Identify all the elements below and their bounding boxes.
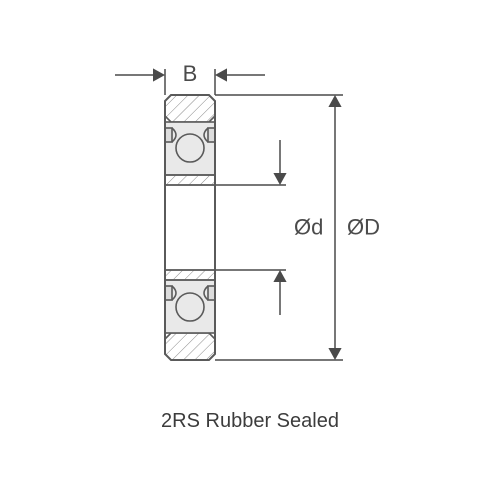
diagram-stage: B Ød ØD 2RS Rubber Sealed (0, 0, 500, 500)
svg-text:Ød: Ød (294, 215, 323, 240)
svg-text:ØD: ØD (347, 215, 380, 240)
svg-text:B: B (183, 61, 198, 86)
diagram-caption: 2RS Rubber Sealed (0, 410, 500, 433)
